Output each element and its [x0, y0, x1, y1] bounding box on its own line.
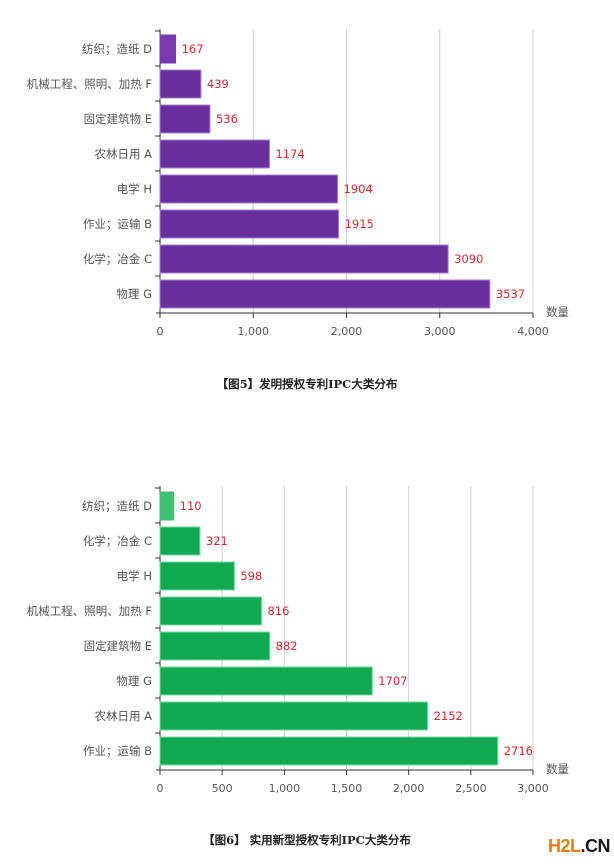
data-label: 1174: [275, 147, 304, 161]
bar: [159, 209, 340, 239]
category-label: 纺织；造纸 D: [82, 499, 152, 513]
data-label: 439: [207, 77, 229, 91]
bar: [159, 69, 202, 99]
data-label: 167: [182, 42, 204, 56]
category-label: 作业；运输 B: [83, 217, 152, 231]
data-label: 882: [276, 639, 298, 653]
data-label: 321: [206, 534, 228, 548]
category-label: 作业；运输 B: [83, 744, 152, 758]
bar: [159, 491, 175, 521]
bar: [159, 736, 499, 766]
category-label: 机械工程、照明、加热 F: [27, 604, 152, 618]
x-tick-label: 2,000: [331, 325, 363, 338]
utility-model-ipc-chart: 0 500 1,000 1,500 2,000 2,500 3,000 纺织；造纸 D 110 化…: [27, 486, 569, 795]
h2l-watermark-logo: H2L.CN: [547, 836, 611, 856]
x-tick-label: 4,000: [517, 325, 549, 338]
x-tick-label: 1,000: [269, 782, 301, 795]
x-tick-label: 2,500: [455, 782, 487, 795]
bar: [159, 279, 491, 309]
data-label: 598: [240, 569, 262, 583]
bar: [159, 596, 262, 626]
category-label: 化学；冶金 C: [83, 252, 152, 266]
chart-6-caption: 【图6】 实用新型授权专利IPC大类分布: [203, 833, 411, 847]
x-tick-label: 3,000: [517, 782, 549, 795]
data-label: 110: [180, 499, 202, 513]
data-label: 1707: [378, 674, 407, 688]
x-tick-label: 0: [157, 325, 164, 338]
bar: [159, 104, 211, 134]
category-label: 农林日用 A: [94, 147, 152, 161]
category-label: 机械工程、照明、加热 F: [27, 77, 152, 91]
x-tick-label: 2,000: [393, 782, 425, 795]
bar: [159, 174, 339, 204]
chart-5-caption: 【图5】发明授权专利IPC大类分布: [216, 377, 398, 391]
x-tick-label: 3,000: [424, 325, 456, 338]
data-label: 2152: [434, 709, 463, 723]
data-label: 3537: [496, 287, 525, 301]
invention-patent-ipc-chart: 0 1,000 2,000 3,000 4,000 纺织；造纸 D 167 机械工程、照明、加…: [27, 29, 569, 338]
category-label: 固定建筑物 E: [84, 639, 152, 653]
category-label: 电学 H: [117, 569, 152, 583]
x-tick-label: 0: [157, 782, 164, 795]
x-tick-label: 1,500: [331, 782, 363, 795]
bar: [159, 561, 235, 591]
data-label: 3090: [454, 252, 483, 266]
data-label: 816: [267, 604, 289, 618]
data-label: 1904: [344, 182, 373, 196]
category-label: 电学 H: [117, 182, 152, 196]
bar: [159, 631, 271, 661]
x-tick-label: 1,000: [238, 325, 270, 338]
bar: [159, 244, 449, 274]
x-axis-title: 数量: [546, 762, 569, 776]
x-axis-title: 数量: [546, 305, 569, 319]
bar: [159, 34, 177, 64]
category-label: 农林日用 A: [94, 709, 152, 723]
bar: [159, 139, 270, 169]
category-label: 固定建筑物 E: [84, 112, 152, 126]
category-label: 纺织；造纸 D: [82, 42, 152, 56]
data-label: 536: [216, 112, 238, 126]
x-tick-label: 500: [212, 782, 233, 795]
data-label: 2716: [504, 744, 533, 758]
category-label: 物理 G: [116, 674, 152, 688]
bar: [159, 701, 429, 731]
category-label: 物理 G: [116, 287, 152, 301]
category-label: 化学；冶金 C: [83, 534, 152, 548]
bar: [159, 666, 373, 696]
data-label: 1915: [345, 217, 374, 231]
bar: [159, 526, 201, 556]
